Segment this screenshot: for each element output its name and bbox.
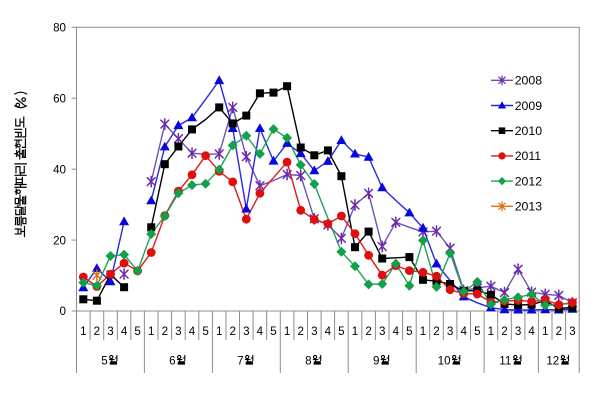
svg-text:40: 40 [53,163,66,176]
svg-text:4: 4 [528,325,535,338]
svg-text:60: 60 [53,92,66,105]
svg-text:3: 3 [515,325,521,338]
svg-text:2012: 2012 [515,174,543,188]
svg-text:2013: 2013 [515,200,543,214]
svg-text:2009: 2009 [515,99,543,113]
svg-text:1: 1 [216,325,222,338]
svg-text:6: 6 [169,354,175,367]
svg-text:2: 2 [297,325,303,338]
svg-text:2: 2 [229,325,235,338]
svg-text:2: 2 [501,325,507,338]
svg-text:20: 20 [53,234,66,247]
svg-text:4: 4 [325,325,332,338]
svg-text:3: 3 [447,325,453,338]
svg-text:2: 2 [556,325,562,338]
svg-text:2008: 2008 [515,74,543,88]
svg-text:4: 4 [121,325,128,338]
svg-text:80: 80 [53,22,66,35]
svg-text:5: 5 [101,354,107,367]
svg-text:1: 1 [488,325,494,338]
svg-text:4: 4 [460,325,467,338]
svg-text:2: 2 [94,325,100,338]
svg-text:2: 2 [433,325,439,338]
svg-text:3: 3 [243,325,249,338]
svg-text:4: 4 [393,325,400,338]
svg-text:1: 1 [80,325,86,338]
svg-text:1: 1 [542,325,548,338]
svg-text:5: 5 [338,325,344,338]
svg-text:2: 2 [162,325,168,338]
svg-text:3: 3 [107,325,113,338]
svg-text:2: 2 [365,325,371,338]
svg-text:5: 5 [202,325,208,338]
svg-text:4: 4 [257,325,264,338]
svg-text:4: 4 [189,325,196,338]
svg-text:2011: 2011 [515,149,542,163]
svg-text:1: 1 [148,325,154,338]
svg-text:1: 1 [420,325,426,338]
svg-text:8: 8 [305,354,311,367]
svg-text:3: 3 [379,325,385,338]
svg-text:12: 12 [546,354,559,367]
svg-text:3: 3 [175,325,181,338]
svg-text:1: 1 [284,325,290,338]
svg-text:10: 10 [438,354,451,367]
svg-text:3: 3 [569,325,575,338]
svg-text:5: 5 [406,325,412,338]
svg-text:5: 5 [134,325,140,338]
svg-text:11: 11 [499,354,511,367]
svg-text:3: 3 [311,325,317,338]
svg-text:7: 7 [237,354,243,367]
svg-text:9: 9 [373,354,379,367]
svg-text:2010: 2010 [515,124,543,138]
svg-text:1: 1 [352,325,358,338]
svg-text:0: 0 [60,305,66,318]
svg-text:5: 5 [270,325,276,338]
svg-text:5: 5 [474,325,480,338]
